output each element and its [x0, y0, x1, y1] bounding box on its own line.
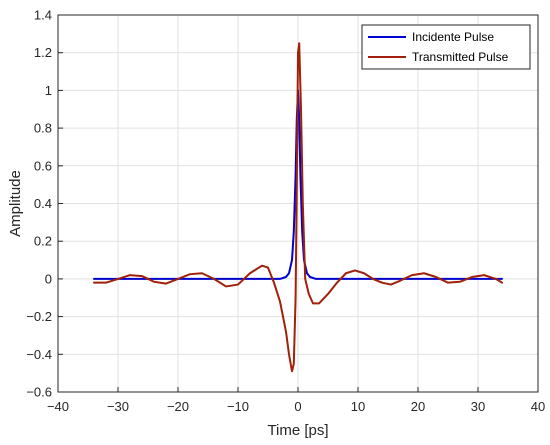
- y-tick-label: 1.4: [34, 8, 52, 23]
- x-tick-label: 30: [471, 399, 485, 414]
- legend-label-incident: Incidente Pulse: [412, 30, 494, 44]
- y-tick-label: −0.2: [26, 309, 52, 324]
- y-tick-label: 0.2: [34, 234, 52, 249]
- x-tick-label: 0: [294, 399, 301, 414]
- x-tick-label: 10: [351, 399, 365, 414]
- x-tick-label: −20: [167, 399, 189, 414]
- x-tick-label: −40: [47, 399, 69, 414]
- y-axis-label: Amplitude: [7, 170, 24, 237]
- y-tick-label: 0.8: [34, 121, 52, 136]
- ticks: −40 −30 −20 −10 0 10 20 30 40 −0.6 −0.4 −0.2 0 0.2 0.4…: [26, 8, 545, 415]
- legend: Incidente Pulse Transmitted Pulse: [361, 24, 531, 70]
- y-tick-label: 0: [45, 271, 52, 286]
- legend-box: [361, 24, 531, 70]
- y-tick-label: −0.6: [26, 385, 52, 400]
- y-tick-label: 1.2: [34, 45, 52, 60]
- x-tick-label: 40: [531, 399, 545, 414]
- legend-label-transmitted: Transmitted Pulse: [412, 50, 509, 64]
- x-tick-label: −10: [227, 399, 249, 414]
- transmitted-pulse-line: [93, 42, 503, 373]
- y-tick-label: 0.4: [34, 196, 52, 211]
- x-axis-label: Time [ps]: [267, 422, 328, 439]
- y-tick-label: 0.6: [34, 158, 52, 173]
- y-tick-label: 1: [45, 83, 52, 98]
- series-lines: [93, 42, 503, 373]
- x-tick-label: −30: [107, 399, 129, 414]
- y-tick-label: −0.4: [26, 347, 52, 362]
- x-tick-label: 20: [411, 399, 425, 414]
